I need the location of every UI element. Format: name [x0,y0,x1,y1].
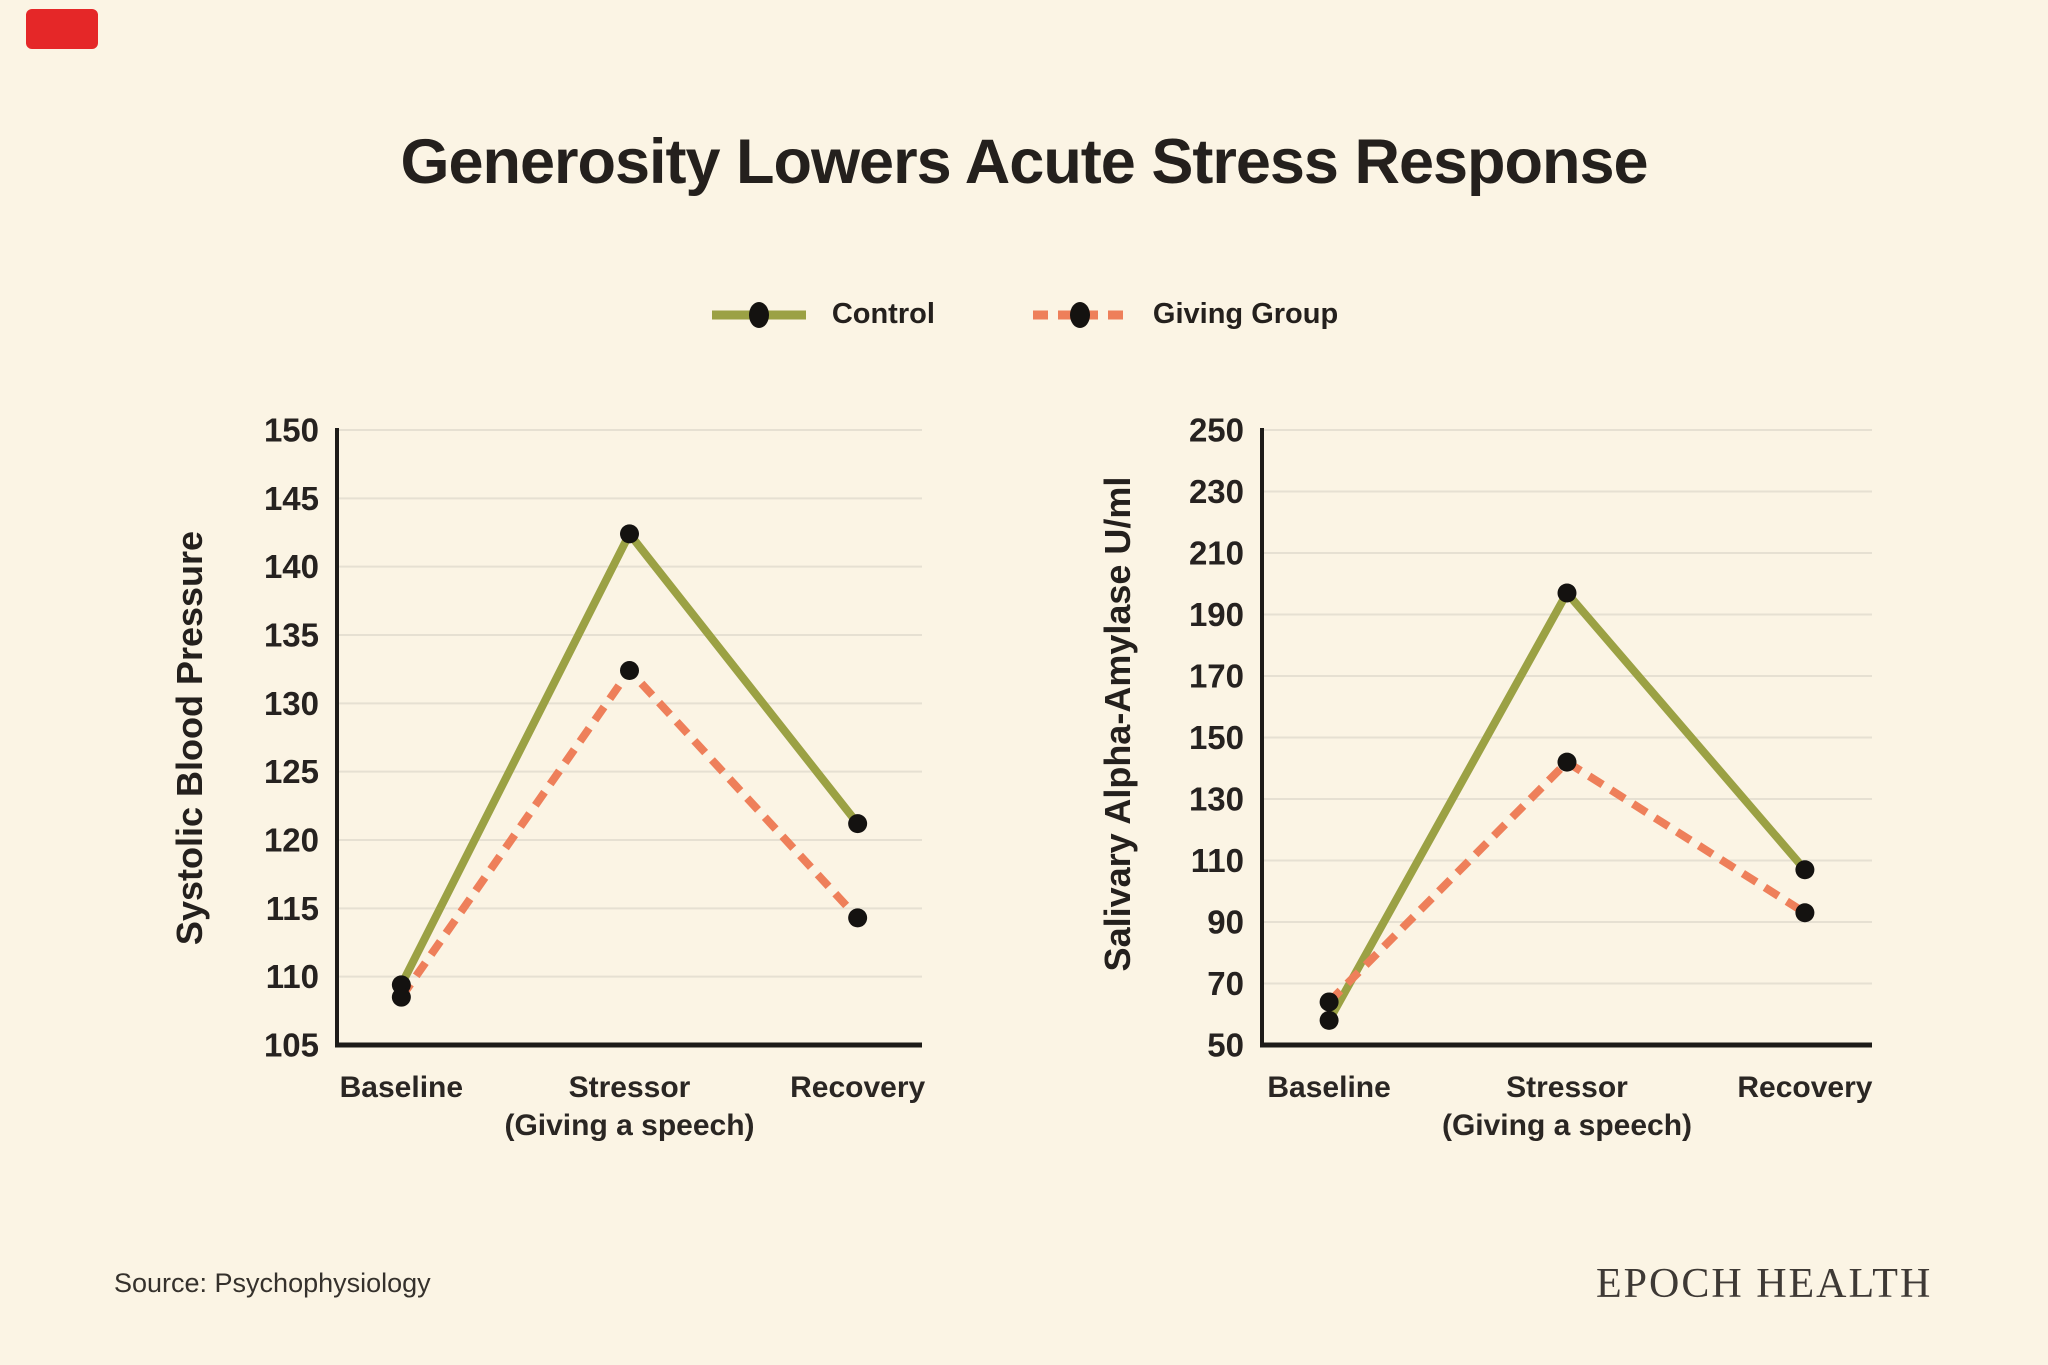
x-tick-sublabel: (Giving a speech) [504,1109,754,1142]
publisher-logo: EPOCH HEALTH [1596,1261,1933,1307]
x-tick-sublabel: (Giving a speech) [1442,1109,1692,1142]
y-tick-label: 170 [1189,658,1244,695]
y-tick-label: 190 [1189,596,1244,633]
series-line-control [1325,586,1808,1023]
y-tick-label: 110 [266,958,319,995]
y-tick-label: 50 [1207,1027,1244,1064]
data-point-giving-group [848,908,868,928]
right-chart-y-axis-label: Salivary Alpha-Amylase U/ml [1097,476,1138,972]
data-point-control [1319,1010,1339,1030]
alpha-amylase-chart: 250 230 210 190 170 150 130 110 90 70 50 Baseline St… [1189,412,1873,1143]
control-dot-icon [748,301,769,328]
data-point-giving-group [1319,992,1339,1012]
x-tick-label: Recovery [790,1071,925,1104]
data-point-giving-group [1557,752,1577,772]
y-tick-label: 150 [264,412,319,449]
y-tick-label: 120 [264,822,319,859]
y-tick-label: 135 [264,617,319,654]
legend-label-giving-group: Giving Group [1152,298,1339,330]
series-line-control [397,526,861,987]
y-tick-label: 125 [264,753,319,790]
y-tick-label: 105 [264,1027,319,1064]
left-chart-y-axis-label: Systolic Blood Pressure [169,530,210,946]
data-point-giving-group [620,661,639,681]
legend-label-control: Control [831,298,935,330]
legend: Control Giving Group [0,298,2048,331]
blood-pressure-chart: 150 145 140 135 130 125 120 115 110 105 Baseline St… [264,412,926,1143]
series-line-giving-group [1326,757,1808,1005]
y-tick-label: 110 [1191,842,1244,879]
x-tick-label: Baseline [340,1071,463,1104]
x-tick-label: Stressor [1506,1071,1628,1104]
source-credit: Source: Psychophysiology [114,1268,431,1298]
series-line-giving-group [398,664,861,1000]
chart-title: Generosity Lowers Acute Stress Response [400,127,1648,197]
y-tick-label: 140 [264,548,319,585]
y-tick-label: 145 [264,480,319,517]
y-tick-label: 230 [1189,473,1244,510]
data-point-giving-group [391,987,411,1007]
y-tick-label: 210 [1189,535,1244,572]
y-tick-label: 70 [1207,965,1244,1002]
x-tick-label: Baseline [1267,1071,1390,1104]
control-line-swatch-icon [711,301,806,328]
legend-entry-giving-group: Giving Group [1031,298,1338,331]
data-point-control [1557,583,1577,603]
legend-entry-control: Control [710,298,935,331]
data-point-giving-group [1795,903,1815,923]
y-tick-label: 130 [264,685,319,722]
data-point-control [620,524,639,544]
y-tick-label: 150 [1189,719,1244,756]
data-point-control [848,814,868,834]
y-tick-label: 115 [266,890,319,927]
giving-group-dot-icon [1069,301,1090,328]
y-tick-label: 90 [1207,904,1244,941]
red-corner-mark [26,9,98,49]
y-tick-label: 130 [1189,781,1244,818]
x-tick-label: Stressor [569,1071,691,1104]
x-tick-label: Recovery [1737,1071,1872,1104]
y-tick-label: 250 [1189,412,1244,449]
giving-group-line-swatch-icon [1032,301,1127,328]
data-point-control [1795,860,1815,880]
